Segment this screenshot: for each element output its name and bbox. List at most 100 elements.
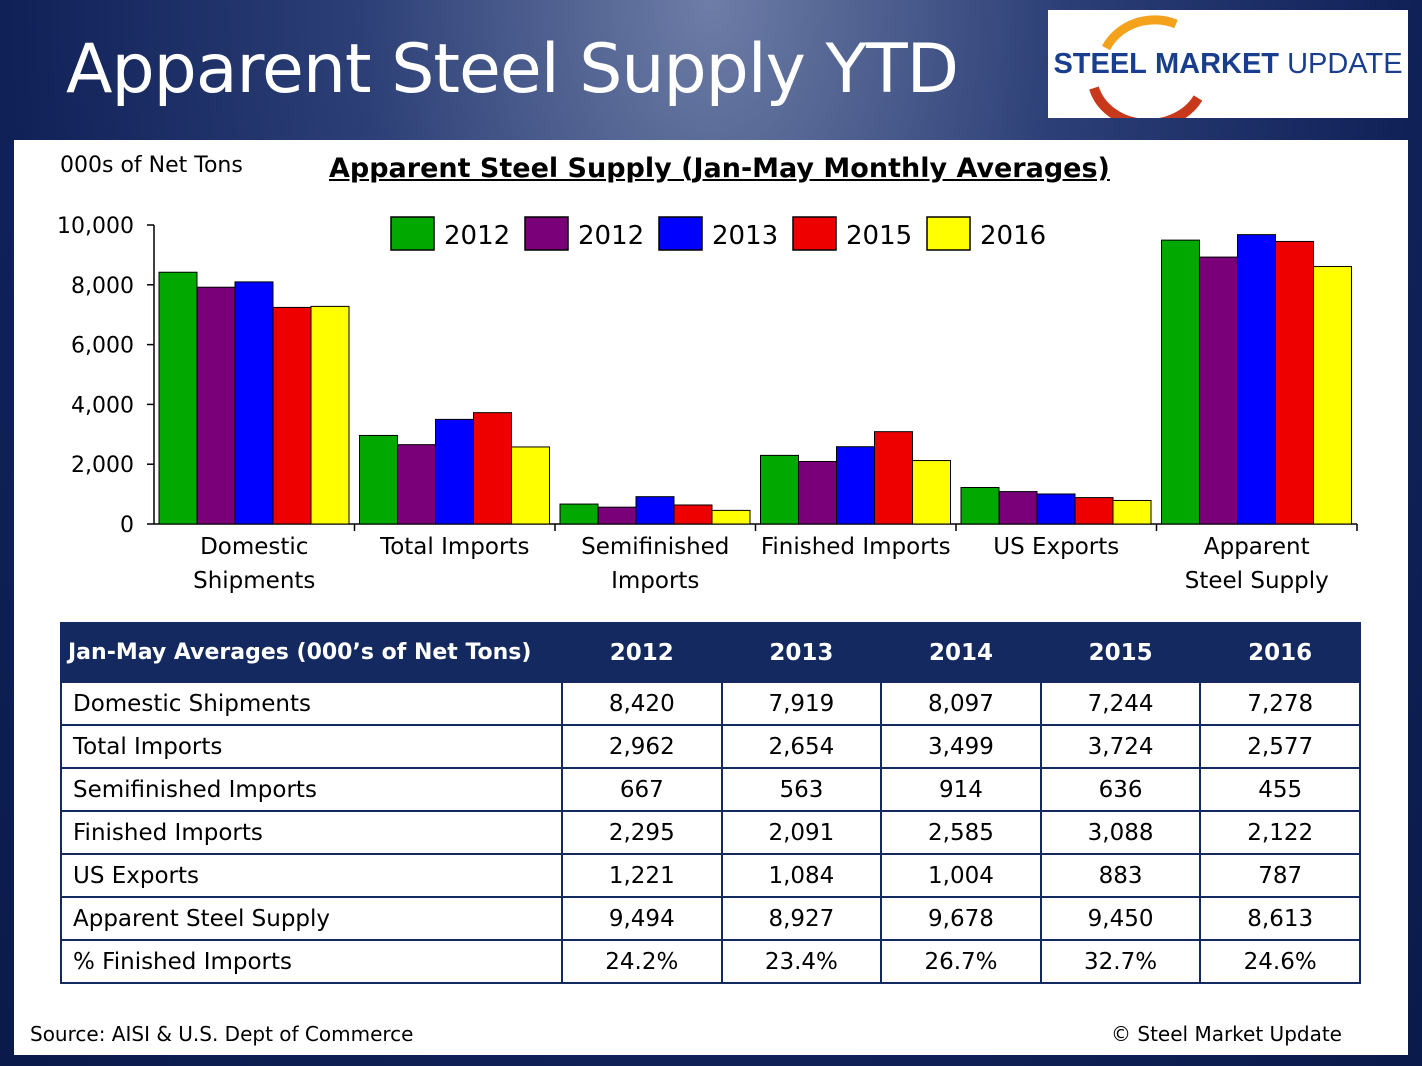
y-axis-label: 000s of Net Tons — [60, 153, 243, 178]
bar — [310, 305, 350, 525]
table-cell: 2,585 — [880, 810, 1042, 855]
table-body: Domestic Shipments 8,420 7,919 8,097 7,244 7,… — [60, 681, 1361, 984]
bar — [1036, 493, 1076, 525]
y-tick-label: 0 — [120, 513, 134, 538]
table-row: Total Imports 2,962 2,654 3,499 3,724 2,577 — [60, 724, 1361, 769]
table-cell: 883 — [1039, 853, 1202, 898]
table-row-label: % Finished Imports — [60, 939, 563, 984]
table-cell: 32.7% — [1039, 939, 1202, 984]
table-cell: 914 — [880, 767, 1042, 812]
table-row-label: Finished Imports — [60, 810, 563, 855]
table-cell: 1,221 — [561, 853, 723, 898]
legend-swatch — [792, 216, 837, 251]
y-tick-label: 4,000 — [71, 393, 134, 418]
table-header-cell: 2012 — [561, 622, 723, 683]
table-row-label: Domestic Shipments — [60, 681, 563, 726]
bar — [473, 412, 512, 525]
table-cell: 667 — [561, 767, 723, 812]
x-tick-label: Imports — [611, 568, 699, 594]
content-panel: 10,000 8,000 6,000 4,000 2,000 0 Domestic Shipm… — [14, 140, 1408, 1055]
bar — [711, 509, 751, 525]
table-cell: 1,084 — [720, 853, 883, 898]
bar — [1161, 239, 1200, 525]
table-cell: 24.2% — [561, 939, 723, 984]
table-cell: 7,278 — [1199, 681, 1361, 726]
table-row-label: Total Imports — [60, 724, 563, 769]
table-cell: 8,613 — [1199, 896, 1361, 941]
table-cell: 563 — [720, 767, 883, 812]
legend-label: 2016 — [980, 221, 1046, 251]
chart-title: Apparent Steel Supply (Jan-May Monthly A… — [329, 153, 1110, 184]
x-tick-label: Semifinished — [581, 534, 729, 560]
table-cell: 23.4% — [720, 939, 883, 984]
bar — [158, 271, 198, 525]
table-row: Domestic Shipments 8,420 7,919 8,097 7,244 7,… — [60, 681, 1361, 726]
table-cell: 2,091 — [720, 810, 883, 855]
bar — [597, 506, 637, 525]
legend-swatch — [926, 216, 971, 251]
legend-label: 2013 — [712, 221, 778, 251]
table-cell: 787 — [1199, 853, 1361, 898]
bar — [1275, 240, 1314, 525]
table-cell: 636 — [1039, 767, 1202, 812]
bar — [874, 431, 913, 525]
y-tick-label: 8,000 — [71, 274, 134, 299]
x-tick-label: Apparent — [1204, 534, 1310, 560]
bar — [511, 446, 550, 525]
table-cell: 3,499 — [880, 724, 1042, 769]
y-tick-label: 6,000 — [71, 334, 134, 359]
table-cell: 9,678 — [880, 896, 1042, 941]
table-row-label: Apparent Steel Supply — [60, 896, 563, 941]
legend-label: 2015 — [846, 221, 912, 251]
bar — [635, 496, 675, 525]
table-cell: 9,450 — [1039, 896, 1202, 941]
bar — [1237, 234, 1276, 525]
bar — [1112, 499, 1152, 525]
table-cell: 8,097 — [880, 681, 1042, 726]
table-header-cell: 2013 — [720, 622, 883, 683]
bar — [1074, 497, 1114, 525]
table-cell: 2,122 — [1199, 810, 1361, 855]
table-header-cell: 2016 — [1199, 622, 1361, 683]
table-row: % Finished Imports 24.2% 23.4% 26.7% 32.7% 24… — [60, 939, 1361, 984]
bar — [435, 418, 474, 525]
table-cell: 2,295 — [561, 810, 723, 855]
copyright-note: © Steel Market Update — [1111, 1022, 1342, 1046]
bar — [397, 444, 436, 525]
bar — [960, 486, 1000, 525]
bar — [798, 460, 837, 525]
table-cell: 455 — [1199, 767, 1361, 812]
table-cell: 8,927 — [720, 896, 883, 941]
x-tick-label: Domestic — [200, 534, 308, 560]
table-cell: 2,654 — [720, 724, 883, 769]
table-row-label: US Exports — [60, 853, 563, 898]
bar — [234, 281, 274, 525]
bar — [196, 286, 236, 525]
x-tick-label: Finished Imports — [761, 534, 951, 560]
table-cell: 9,494 — [561, 896, 723, 941]
table-row: Finished Imports 2,295 2,091 2,585 3,088 2,12… — [60, 810, 1361, 855]
table-header-cell: 2014 — [880, 622, 1042, 683]
legend-label: 2012 — [578, 221, 644, 251]
x-tick-label: Total Imports — [379, 534, 529, 560]
table-row-label: Semifinished Imports — [60, 767, 563, 812]
y-tick-label: 10,000 — [57, 214, 134, 239]
table-cell: 7,244 — [1039, 681, 1202, 726]
bar — [359, 434, 398, 525]
legend-swatch — [524, 216, 569, 251]
table-cell: 2,577 — [1199, 724, 1361, 769]
table-cell: 8,420 — [561, 681, 723, 726]
bar — [836, 446, 875, 525]
logo-swoosh-icon — [1089, 15, 1203, 118]
bar — [1199, 256, 1238, 525]
y-tick-label: 2,000 — [71, 453, 134, 478]
legend-label: 2012 — [444, 221, 510, 251]
table-cell: 24.6% — [1199, 939, 1361, 984]
source-note: Source: AISI & U.S. Dept of Commerce — [30, 1022, 414, 1046]
bar — [998, 491, 1038, 525]
bar — [673, 504, 713, 525]
bar-chart: 10,000 8,000 6,000 4,000 2,000 0 Domestic Shipm… — [57, 214, 1358, 594]
x-tick-label: US Exports — [993, 534, 1119, 560]
steel-market-update-logo: STEEL MARKET UPDATE — [1048, 10, 1408, 118]
table-header-row: Jan-May Averages (000’s of Net Tons) 201… — [60, 622, 1361, 683]
